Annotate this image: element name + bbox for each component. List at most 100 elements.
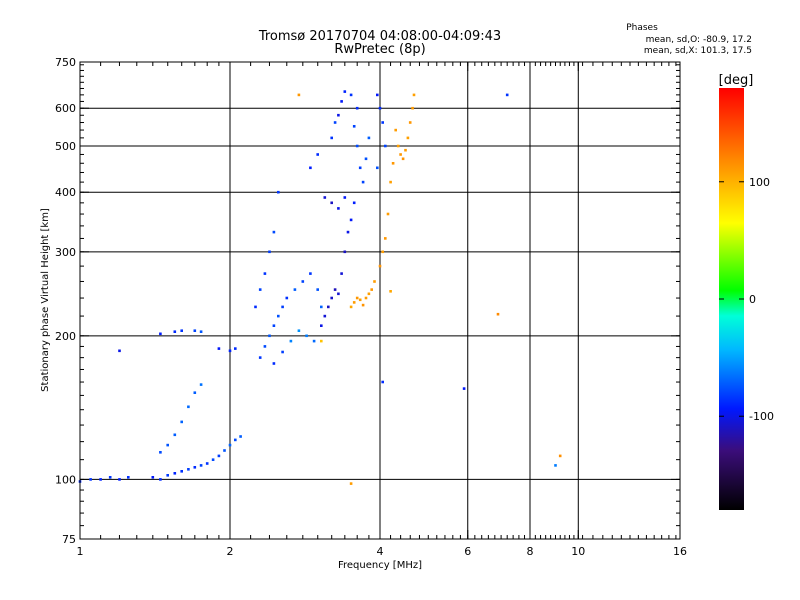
y-tick-label: 100 xyxy=(55,473,76,486)
y-tick-label: 400 xyxy=(55,186,76,199)
echo-point xyxy=(462,387,466,390)
echo-point xyxy=(301,280,305,283)
echo-point xyxy=(346,230,350,234)
echo-point xyxy=(408,121,412,124)
echo-point xyxy=(272,324,276,327)
echo-point xyxy=(217,347,221,350)
data-points xyxy=(78,90,562,485)
echo-point xyxy=(263,345,267,348)
echo-point xyxy=(330,201,333,205)
echo-point xyxy=(205,462,209,465)
echo-point xyxy=(234,347,237,350)
echo-point xyxy=(234,438,237,442)
x-axis-label: Frequency [MHz] xyxy=(338,560,422,571)
echo-point xyxy=(173,433,177,437)
echo-point xyxy=(337,207,340,210)
x-tick-label: 2 xyxy=(227,545,234,558)
colorbar-ticks: 100 0 -100 xyxy=(719,176,774,423)
echo-point xyxy=(289,339,293,343)
echo-point xyxy=(361,180,365,184)
echo-point xyxy=(272,362,276,365)
echo-point xyxy=(180,470,183,473)
echo-point xyxy=(554,464,557,467)
echo-point xyxy=(406,136,410,140)
phases-x-stats: mean, sd,X: 101.3, 17.5 xyxy=(644,46,752,56)
echo-point xyxy=(323,196,327,199)
echo-point xyxy=(355,296,359,300)
echo-point xyxy=(355,144,359,148)
echo-point xyxy=(384,237,387,240)
echo-point xyxy=(217,454,221,458)
echo-point xyxy=(193,329,197,332)
y-tick-label: 75 xyxy=(62,533,76,546)
echo-point xyxy=(401,157,405,161)
x-tick-label: 4 xyxy=(377,545,384,558)
echo-point xyxy=(297,329,301,332)
echo-point xyxy=(254,305,257,309)
echo-point xyxy=(358,166,362,170)
echo-point xyxy=(394,128,397,132)
axis-ticks: 1 2 4 6 8 10 16 75 100 200 300 400 500 600 750 xyxy=(55,56,687,558)
echo-point xyxy=(151,476,155,479)
echo-point xyxy=(389,290,392,293)
echo-point xyxy=(358,298,362,302)
echo-point xyxy=(333,121,337,124)
echo-point xyxy=(355,106,359,110)
y-tick-label: 200 xyxy=(55,330,76,343)
echo-point xyxy=(364,157,368,161)
echo-point xyxy=(333,288,337,291)
echo-point xyxy=(268,334,271,338)
echo-point xyxy=(223,449,226,452)
echo-point xyxy=(268,250,271,254)
echo-point xyxy=(378,264,382,268)
echo-point xyxy=(159,332,162,336)
echo-point xyxy=(367,292,371,296)
echo-point xyxy=(193,391,197,394)
echo-point xyxy=(496,312,500,316)
echo-point xyxy=(159,478,162,481)
echo-point xyxy=(376,166,379,170)
y-tick-label: 750 xyxy=(55,56,76,69)
echo-point xyxy=(309,166,312,170)
echo-point xyxy=(505,93,509,97)
echo-point xyxy=(381,250,384,254)
echo-point xyxy=(285,296,289,300)
echo-point xyxy=(411,106,414,110)
echo-point xyxy=(239,435,242,438)
echo-point xyxy=(370,288,373,291)
echo-point xyxy=(399,153,402,156)
echo-point xyxy=(349,482,353,485)
echo-point xyxy=(277,190,280,194)
echo-point xyxy=(159,451,162,454)
x-tick-label: 6 xyxy=(464,545,471,558)
colorbar-tick-label: -100 xyxy=(749,410,774,423)
colorbar-tick-label: 100 xyxy=(749,176,770,189)
echo-point xyxy=(381,121,384,124)
y-tick-label: 600 xyxy=(55,102,76,115)
echo-point xyxy=(281,305,284,309)
chart-title: Tromsø 20170704 04:08:00-04:09:43 xyxy=(258,29,501,44)
echo-point xyxy=(228,443,232,447)
x-tick-label: 10 xyxy=(571,545,585,558)
echo-point xyxy=(349,218,353,222)
echo-point xyxy=(373,280,376,283)
echo-point xyxy=(118,349,121,353)
echo-point xyxy=(343,250,347,254)
echo-point xyxy=(99,478,102,481)
y-tick-label: 300 xyxy=(55,246,76,259)
echo-point xyxy=(199,464,203,467)
echo-point xyxy=(211,458,215,461)
echo-point xyxy=(166,474,169,477)
echo-point xyxy=(396,144,400,148)
echo-point xyxy=(386,212,390,216)
echo-point xyxy=(349,305,353,309)
colorbar-label: [deg] xyxy=(719,73,754,88)
echo-point xyxy=(364,296,368,300)
echo-point xyxy=(349,93,353,97)
y-axis-label: Stationary phase Virtual Height [km] xyxy=(40,208,51,392)
echo-point xyxy=(199,330,203,333)
echo-point xyxy=(316,288,319,291)
x-tick-label: 16 xyxy=(673,545,687,558)
